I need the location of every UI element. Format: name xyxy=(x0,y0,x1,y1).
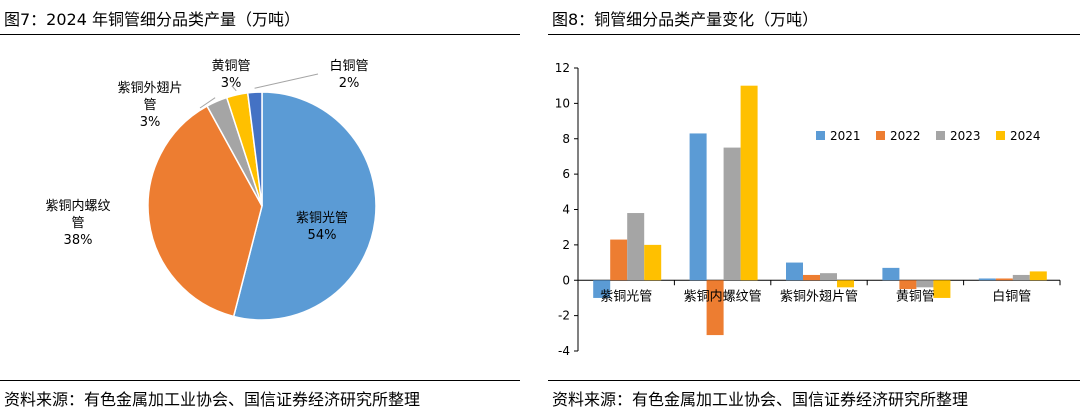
pie-label-baitong: 白铜管 2% xyxy=(329,58,368,91)
bar-2021-3 xyxy=(882,267,900,281)
bar-2022-2 xyxy=(803,274,820,281)
y-tick-label: 8 xyxy=(562,132,570,146)
pie-label-waichipian: 紫铜外翅片管 3% xyxy=(117,80,182,130)
figure-7-bottom-rule xyxy=(0,380,520,381)
bar-2022-0 xyxy=(610,239,628,281)
pie-label-guangguan: 紫铜光管 54% xyxy=(296,211,348,243)
legend-swatch-2024 xyxy=(996,131,1005,140)
pie-leader-waichipian xyxy=(199,97,216,109)
pie-leader-huangtong xyxy=(231,85,237,92)
x-category-label: 紫铜光管 xyxy=(600,289,652,304)
x-category-label: 紫铜外翅片管 xyxy=(780,288,858,304)
figure-7-source: 资料来源：有色金属加工业协会、国信证券经济研究所整理 xyxy=(4,390,421,409)
pie-slice-neiluowen xyxy=(147,105,263,318)
x-category-label: 黄铜管 xyxy=(896,289,935,304)
figure-8-bottom-rule xyxy=(548,380,1080,381)
y-tick-label: 10 xyxy=(555,96,570,110)
bar-2021-2 xyxy=(786,262,803,281)
pie-pct-baitong: 2% xyxy=(339,76,360,91)
figure-7-title: 图7：2024 年铜管细分品类产量（万吨） xyxy=(4,10,300,29)
pie-label-text-neiluowen-1: 管 xyxy=(71,216,84,231)
bar-2021-4 xyxy=(978,278,996,281)
pie-pct-guangguan: 54% xyxy=(308,228,337,243)
bar-2022-4 xyxy=(995,278,1013,281)
pie-leader-baitong xyxy=(254,73,319,89)
y-tick-label: 12 xyxy=(555,61,570,75)
legend-swatch-2021 xyxy=(816,131,825,140)
bar-2024-1 xyxy=(740,85,758,281)
figure-7-panel: 图7：2024 年铜管细分品类产量（万吨） 紫铜光管 54% 紫铜内螺纹管 38% 紫铜… xyxy=(0,0,520,416)
bar-2023-2 xyxy=(820,273,837,281)
legend-label-2021: 2021 xyxy=(830,129,861,143)
bar-2023-0 xyxy=(627,213,645,281)
legend-swatch-2023 xyxy=(936,131,945,140)
bar-2024-4 xyxy=(1029,271,1047,281)
x-category-label: 紫铜内螺纹管 xyxy=(684,288,762,304)
y-tick-label: 6 xyxy=(562,167,570,181)
pie-label-huangtong: 黄铜管 3% xyxy=(211,59,250,91)
bar-2021-1 xyxy=(689,133,707,281)
pie-label-text-neiluowen-0: 紫铜内螺纹 xyxy=(45,198,110,214)
pie-label-text-huangtong-0: 黄铜管 xyxy=(211,59,250,74)
bar-2021-0 xyxy=(593,280,611,298)
figure-8-top-rule xyxy=(548,34,1080,35)
pie-label-text-waichipian-0: 紫铜外翅片 xyxy=(117,80,182,96)
bar-chart: -4 -2 0 2 4 6 8 10 12 紫铜光管 紫铜内螺纹管 紫铜外翅片管 黄铜管 白铜管 2021 2… xyxy=(555,61,1061,358)
bar-2023-1 xyxy=(723,147,741,281)
y-tick-label: -4 xyxy=(558,344,570,358)
bar-2022-3 xyxy=(899,280,917,290)
y-tick-label: 0 xyxy=(562,273,570,287)
figure-8-source: 资料来源：有色金属加工业协会、国信证券经济研究所整理 xyxy=(552,390,969,409)
pie-slice-guangguan xyxy=(232,91,377,321)
legend-label-2024: 2024 xyxy=(1010,129,1041,143)
y-tick-label: -2 xyxy=(558,309,570,323)
pie-slice-baitong xyxy=(246,91,263,207)
pie-pct-waichipian: 3% xyxy=(140,115,161,130)
figure-7-top-rule xyxy=(0,34,520,35)
pie-label-text-baitong-0: 白铜管 xyxy=(329,58,368,74)
y-tick-label: 2 xyxy=(562,238,570,252)
figure-8-title: 图8：铜管细分品类产量变化（万吨） xyxy=(552,10,819,29)
figure-8-panel: 图8：铜管细分品类产量变化（万吨） -4 -2 0 2 4 6 8 10 12 紫铜光管 紫铜内螺纹… xyxy=(548,0,1080,416)
legend-swatch-2022 xyxy=(876,131,885,140)
legend-label-2023: 2023 xyxy=(950,129,981,143)
pie-label-text-guangguan-0: 紫铜光管 xyxy=(296,211,348,226)
bar-2023-4 xyxy=(1012,274,1030,281)
pie-label-text-waichipian-1: 管 xyxy=(143,98,156,113)
x-category-label: 白铜管 xyxy=(992,288,1031,304)
pie-label-neiluowen: 紫铜内螺纹管 38% xyxy=(45,198,110,248)
bar-2022-1 xyxy=(706,280,724,336)
y-tick-label: 4 xyxy=(562,203,570,217)
bar-2024-3 xyxy=(933,280,951,298)
bar-2023-3 xyxy=(916,280,934,288)
bar-2024-2 xyxy=(837,280,854,288)
bar-2024-0 xyxy=(644,244,662,281)
legend-label-2022: 2022 xyxy=(890,129,921,143)
pie-pct-huangtong: 3% xyxy=(221,76,242,91)
pie-pct-neiluowen: 38% xyxy=(64,233,93,248)
